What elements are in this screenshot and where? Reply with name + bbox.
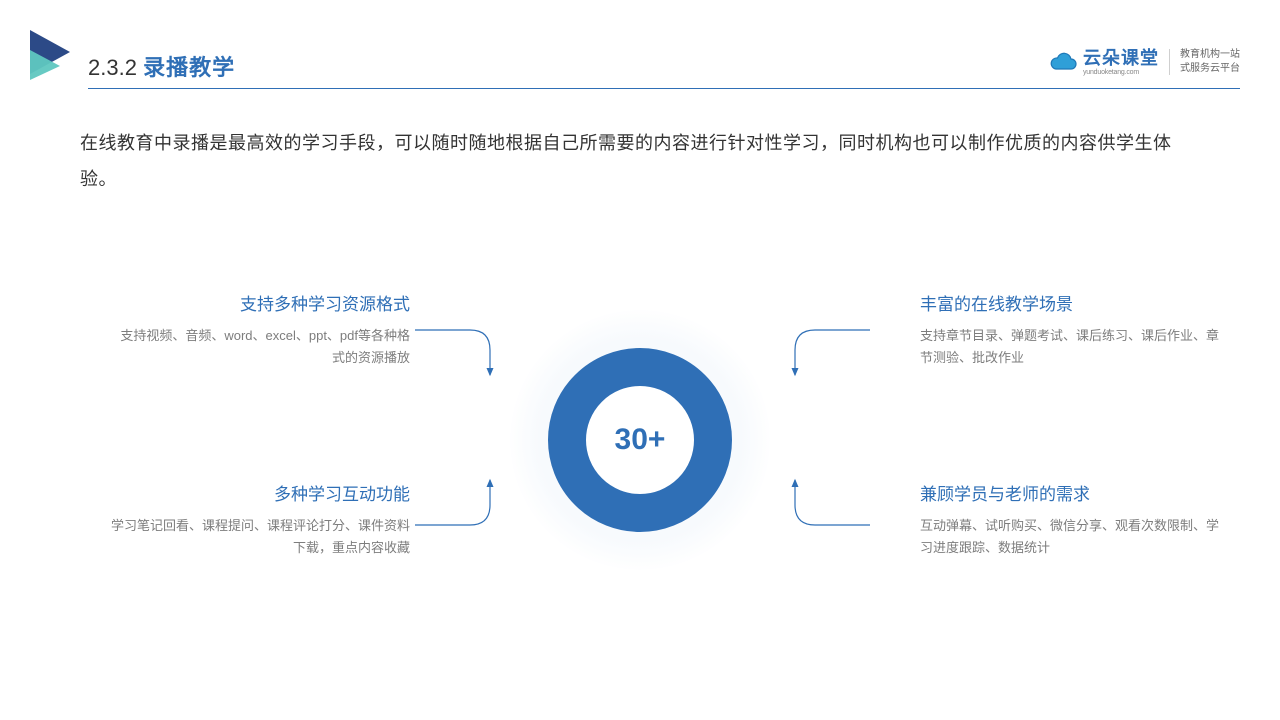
title-underline <box>88 88 1240 89</box>
feature-top-right: 丰富的在线教学场景 支持章节目录、弹题考试、课后练习、课后作业、章节测验、批改作… <box>920 290 1220 369</box>
section-title: 2.3.2 录播教学 <box>88 50 235 82</box>
feature-title: 兼顾学员与老师的需求 <box>920 480 1220 505</box>
cloud-icon: 云朵课堂 yunduoketang.com <box>1049 49 1159 76</box>
feature-title: 多种学习互动功能 <box>110 480 410 505</box>
section-name: 录播教学 <box>143 55 235 80</box>
diagram-area: 30+ 支持多种学习资源格式 支持视频、音频、word、excel、ppt、pd… <box>0 260 1280 660</box>
feature-desc: 学习笔记回看、课程提问、课程评论打分、课件资料下载，重点内容收藏 <box>110 515 410 559</box>
center-ring: 30+ <box>510 310 770 570</box>
ring-label: 30+ <box>615 423 666 457</box>
intro-paragraph: 在线教育中录播是最高效的学习手段，可以随时随地根据自己所需要的内容进行针对性学习… <box>80 125 1200 197</box>
feature-bottom-right: 兼顾学员与老师的需求 互动弹幕、试听购买、微信分享、观看次数限制、学习进度跟踪、… <box>920 480 1220 559</box>
brand-logo: 云朵课堂 yunduoketang.com 教育机构一站 式服务云平台 <box>1049 48 1240 76</box>
slide-header: 2.3.2 录播教学 云朵课堂 yunduoketang.com 教育机构一站 … <box>0 30 1280 100</box>
logo-tagline: 教育机构一站 式服务云平台 <box>1180 48 1240 76</box>
feature-top-left: 支持多种学习资源格式 支持视频、音频、word、excel、ppt、pdf等各种… <box>110 290 410 369</box>
ring-circle: 30+ <box>548 348 732 532</box>
feature-title: 支持多种学习资源格式 <box>110 290 410 315</box>
section-number: 2.3.2 <box>88 55 137 80</box>
feature-bottom-left: 多种学习互动功能 学习笔记回看、课程提问、课程评论打分、课件资料下载，重点内容收… <box>110 480 410 559</box>
play-icon <box>30 30 74 85</box>
logo-url: yunduoketang.com <box>1083 69 1159 76</box>
logo-divider <box>1169 49 1170 75</box>
feature-desc: 互动弹幕、试听购买、微信分享、观看次数限制、学习进度跟踪、数据统计 <box>920 515 1220 559</box>
feature-desc: 支持章节目录、弹题考试、课后练习、课后作业、章节测验、批改作业 <box>920 325 1220 369</box>
logo-title: 云朵课堂 <box>1083 49 1159 67</box>
feature-desc: 支持视频、音频、word、excel、ppt、pdf等各种格式的资源播放 <box>110 325 410 369</box>
feature-title: 丰富的在线教学场景 <box>920 290 1220 315</box>
